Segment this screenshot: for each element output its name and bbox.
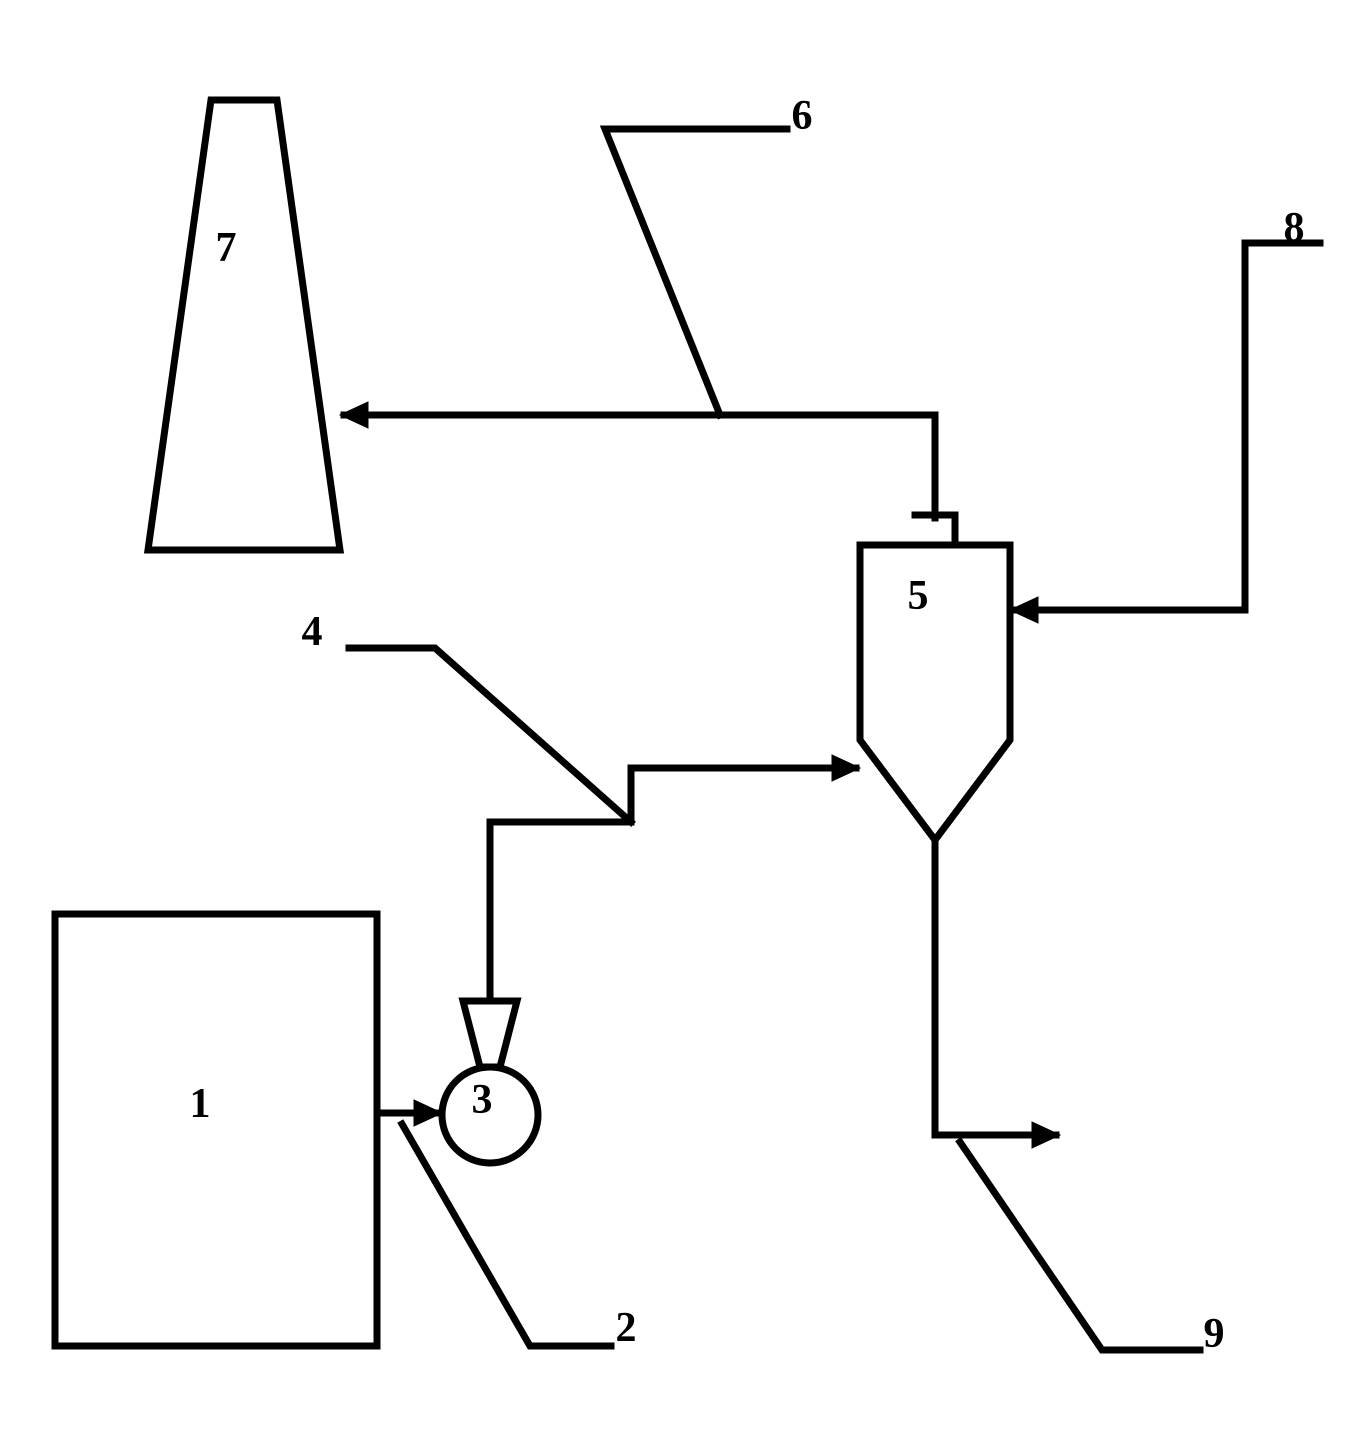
label-8: 8: [1284, 204, 1305, 252]
label-3: 3: [472, 1076, 493, 1124]
label-6: 6: [792, 92, 813, 140]
label-1: 1: [190, 1080, 211, 1128]
label-5: 5: [908, 572, 929, 620]
label-9: 9: [1204, 1310, 1225, 1358]
label-7: 7: [216, 224, 237, 272]
label-2: 2: [616, 1304, 637, 1352]
label-4: 4: [302, 608, 323, 656]
